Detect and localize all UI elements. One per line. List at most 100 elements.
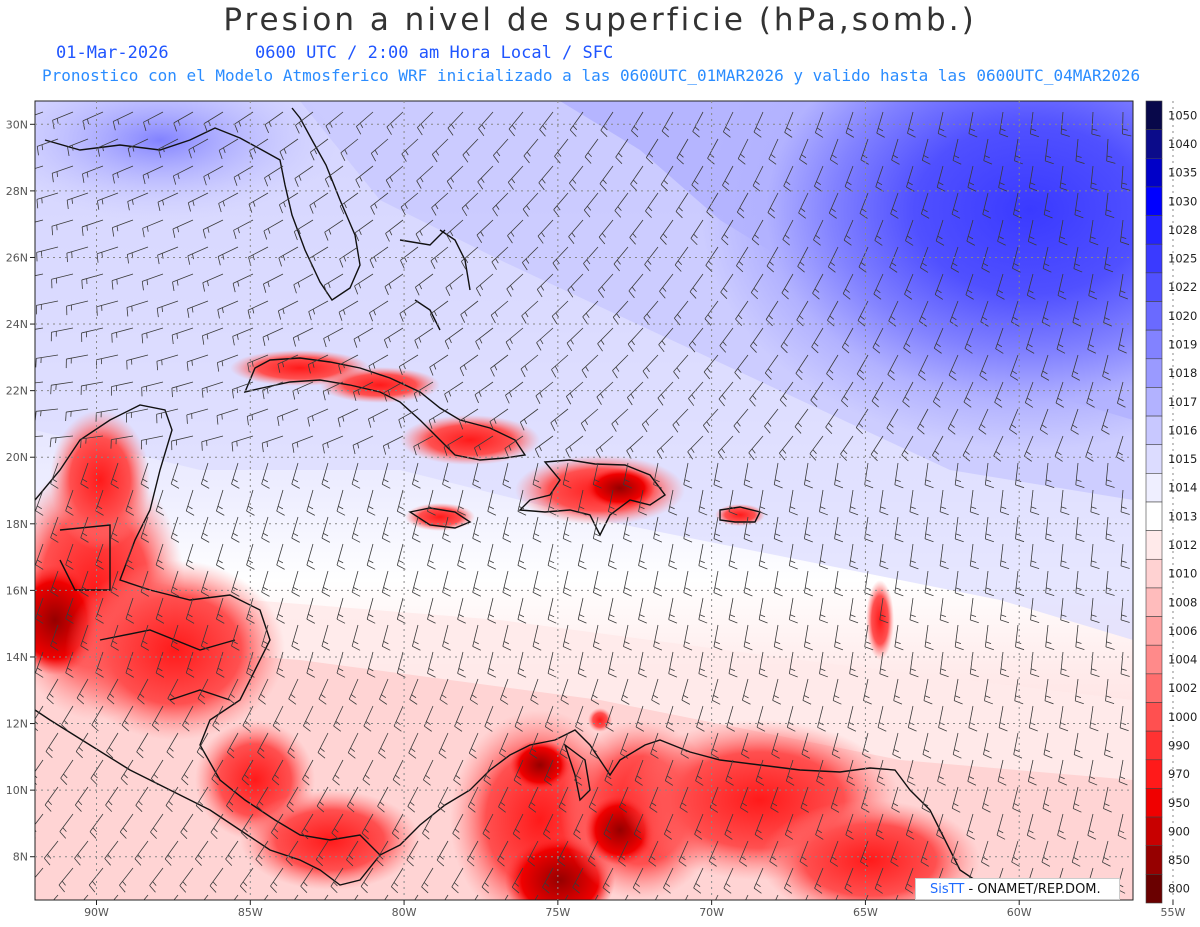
wind-barb <box>527 840 539 867</box>
wind-barb <box>592 516 602 543</box>
wind-barb <box>1030 651 1040 678</box>
wind-barb <box>427 543 436 570</box>
wind-barb <box>799 138 809 165</box>
wind-barb <box>457 651 466 678</box>
wind-barb <box>127 192 149 211</box>
wind-barb <box>95 651 104 678</box>
wind-barb <box>665 705 675 732</box>
lat-tick-label: 18N <box>6 518 28 531</box>
wind-barb <box>894 462 904 489</box>
wind-barb <box>917 408 929 435</box>
wind-barb <box>437 786 449 813</box>
wind-barb <box>923 678 933 705</box>
wind-barb <box>65 597 74 624</box>
colorbar-swatch <box>1145 558 1163 589</box>
wind-barb <box>982 192 992 219</box>
wind-barb <box>165 786 179 813</box>
wind-barb <box>909 597 919 624</box>
wind-barb <box>830 786 840 813</box>
wind-barb <box>614 192 629 218</box>
colorbar-label: 1008 <box>1168 595 1197 609</box>
wind-barb <box>894 570 904 597</box>
wind-barb <box>693 867 704 894</box>
wind-barb <box>50 381 74 395</box>
wind-barb <box>407 786 419 813</box>
wind-barb <box>780 327 794 354</box>
wind-barbs <box>35 111 1132 900</box>
wind-barb <box>187 192 209 212</box>
wind-barb <box>623 462 632 489</box>
wind-barb <box>522 192 539 217</box>
wind-barb <box>826 354 839 381</box>
wind-barb <box>1012 786 1021 813</box>
colorbar-swatch <box>1145 473 1163 503</box>
wind-barb <box>1104 732 1114 759</box>
wind-barb <box>713 462 723 489</box>
wind-barb <box>96 300 119 316</box>
wind-barb <box>231 462 240 489</box>
wind-barb <box>630 165 644 191</box>
wind-barb <box>811 327 824 354</box>
wind-barb <box>291 516 300 543</box>
wind-barb <box>500 678 509 705</box>
wind-barb <box>547 651 557 678</box>
wind-barb <box>613 246 629 272</box>
wind-barb <box>623 516 632 543</box>
wind-barb <box>170 624 180 651</box>
wind-barb <box>1071 354 1080 381</box>
wind-barb <box>607 597 617 624</box>
wind-barb <box>794 408 809 434</box>
wind-barb <box>600 111 614 137</box>
wind-barb <box>947 408 959 435</box>
wind-barb <box>476 219 494 243</box>
wind-barb <box>444 381 464 403</box>
wind-barb <box>907 111 916 138</box>
wind-barb <box>903 327 914 354</box>
wind-barb <box>698 651 708 678</box>
wind-barb <box>696 705 705 732</box>
wind-barb <box>1015 570 1025 597</box>
wind-barb <box>338 300 359 321</box>
wind-barb <box>604 759 614 786</box>
lat-tick-label: 28N <box>6 185 28 198</box>
wind-barb <box>969 489 979 516</box>
wind-barb <box>392 759 404 786</box>
wind-barb <box>962 435 974 462</box>
colorbar-swatch <box>1145 759 1163 789</box>
wind-barb <box>996 813 1006 840</box>
wind-barb <box>292 435 314 453</box>
wind-barb <box>505 381 524 404</box>
wind-barb <box>277 300 299 320</box>
wind-barb <box>638 651 647 678</box>
wind-barb <box>461 246 479 270</box>
wind-barb <box>185 489 195 516</box>
wind-barb <box>490 354 509 377</box>
wind-barb <box>638 489 647 516</box>
wind-barb <box>829 138 839 165</box>
wind-barb <box>768 138 779 165</box>
wind-barb <box>396 597 406 624</box>
wind-barb <box>879 597 889 624</box>
wind-barb <box>756 705 766 732</box>
wind-barb <box>683 570 693 597</box>
wind-barb <box>1045 570 1055 597</box>
wind-barb <box>306 651 315 678</box>
wind-barb <box>522 246 539 271</box>
wind-barb <box>202 273 224 292</box>
wind-barb <box>156 408 179 424</box>
wind-barb <box>796 300 809 327</box>
wind-barb <box>623 570 632 597</box>
wind-barb <box>1105 192 1115 219</box>
wind-barb <box>753 867 764 894</box>
wind-barb <box>634 759 644 786</box>
wind-barb <box>1042 246 1052 273</box>
wind-barb <box>934 273 944 300</box>
wind-barb <box>846 759 855 786</box>
wind-barb <box>678 840 689 867</box>
wind-barb <box>487 489 497 516</box>
colorbar-label: 1040 <box>1168 137 1197 151</box>
lat-tick-label: 24N <box>6 318 28 331</box>
wind-barb <box>354 219 374 242</box>
wind-barb <box>475 273 494 297</box>
